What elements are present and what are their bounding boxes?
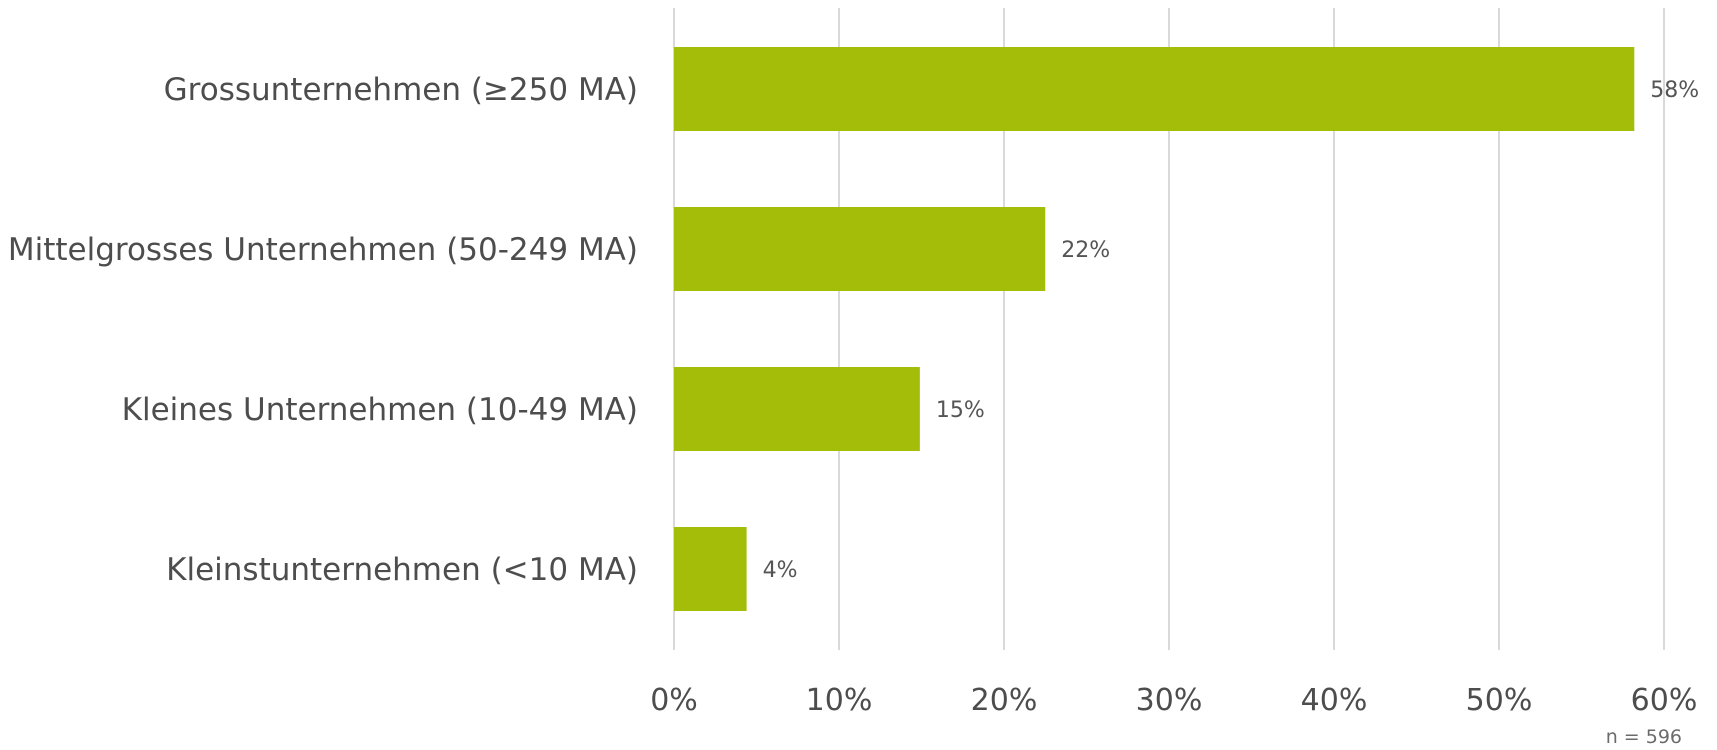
category-label: Mittelgrosses Unternehmen (50-249 MA) (8, 232, 638, 268)
data-label: 22% (1061, 238, 1110, 263)
x-tick-label: 10% (806, 683, 873, 718)
bar (674, 527, 747, 611)
bar (674, 47, 1635, 131)
category-label: Kleines Unternehmen (10-49 MA) (122, 392, 638, 428)
data-label: 58% (1650, 78, 1699, 103)
x-tick-label: 60% (1631, 683, 1698, 718)
x-tick-label: 50% (1466, 683, 1533, 718)
x-tick-label: 30% (1136, 683, 1203, 718)
x-tick-label: 20% (971, 683, 1038, 718)
bar (674, 367, 920, 451)
data-label: 15% (936, 398, 985, 423)
bar (674, 207, 1046, 291)
bars (674, 47, 1635, 611)
x-tick-label: 40% (1301, 683, 1368, 718)
sample-size-note: n = 596 (1606, 726, 1682, 748)
data-label: 4% (763, 558, 798, 583)
x-tick-label: 0% (650, 683, 698, 718)
labels: 0% 10% 20% 30% 40% 50% 60% Grossunternehmen (≥2… (8, 72, 1699, 718)
category-label: Grossunternehmen (≥250 MA) (164, 72, 638, 108)
category-label: Kleinstunternehmen (<10 MA) (166, 552, 638, 588)
